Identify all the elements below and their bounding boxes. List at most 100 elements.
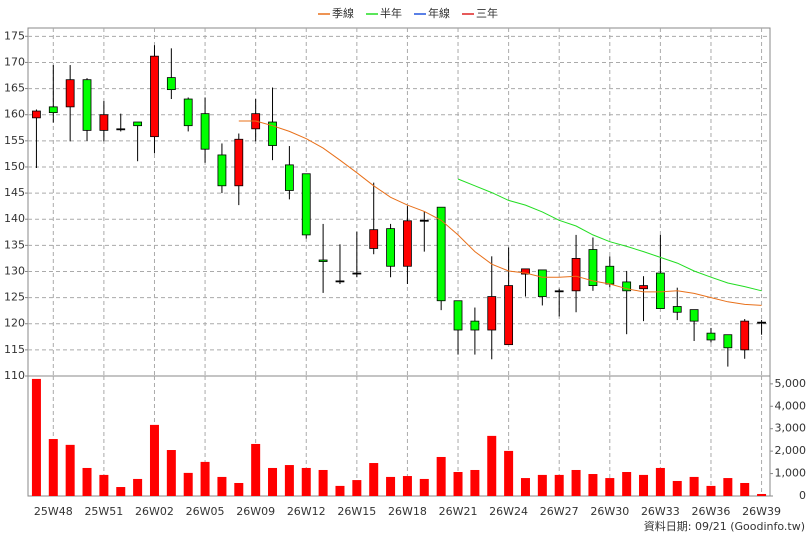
candle-body (32, 110, 41, 119)
volume-bar (453, 472, 463, 496)
y-tick-label: 155 (4, 134, 25, 147)
candle-body (335, 280, 345, 283)
y-tick-label: 170 (4, 55, 25, 68)
legend-label: 半年 (380, 6, 402, 20)
candle-body (403, 220, 412, 267)
ma-line (238, 120, 762, 306)
volume-bar (554, 474, 564, 496)
candle-body (268, 121, 277, 146)
x-tick-label: 25W51 (84, 505, 123, 518)
x-tick-label: 26W36 (692, 505, 731, 518)
volume-bar (166, 450, 176, 496)
x-tick-label: 26W39 (742, 505, 781, 518)
candle-body (470, 320, 480, 331)
candle-body (453, 300, 463, 331)
candle-body (757, 321, 766, 324)
volume-bar (217, 476, 227, 496)
candle-body (622, 281, 632, 292)
candle-body (369, 229, 379, 249)
volume-bar (402, 476, 412, 496)
volume-bar (82, 467, 92, 496)
candle-body (689, 309, 699, 322)
candle-body (487, 296, 497, 331)
volume-bar (723, 478, 733, 496)
y-tick-label: 135 (4, 238, 25, 251)
volume-bar (48, 439, 58, 496)
x-tick-label: 25W48 (34, 505, 73, 518)
volume-bar (436, 456, 446, 496)
y2-tick-label: 0 (799, 489, 806, 502)
candle-body (99, 114, 109, 131)
candle-body (352, 272, 362, 275)
candle-body (217, 154, 227, 187)
candle-body (504, 285, 514, 346)
volume-bar (605, 478, 615, 496)
volume-bar (537, 474, 547, 496)
candle-body (740, 320, 750, 351)
volume-bar (757, 493, 767, 496)
volume-bar (335, 485, 345, 496)
candle-body (639, 285, 648, 290)
candle-body (655, 272, 665, 309)
volume-bar (622, 472, 632, 496)
y-tick-label: 150 (4, 160, 25, 173)
y2-tick-label: 5,000 (775, 377, 807, 390)
y2-tick-label: 2,000 (775, 444, 807, 457)
volume-bar (655, 467, 665, 496)
volume-bar (284, 465, 294, 496)
y2-tick-label: 3,000 (775, 422, 807, 435)
volume-bar (487, 435, 497, 496)
y-tick-label: 125 (4, 291, 25, 304)
volume-bar (99, 474, 109, 496)
candle-body (183, 98, 193, 127)
volume-bar (301, 467, 311, 496)
candle-body (82, 79, 92, 131)
y-tick-label: 130 (4, 264, 25, 277)
x-tick-label: 26W27 (540, 505, 579, 518)
x-tick-label: 26W30 (590, 505, 629, 518)
volume-bar (31, 378, 41, 496)
candle-body (588, 249, 598, 286)
y-tick-label: 140 (4, 212, 25, 225)
y2-tick-label: 1,000 (775, 467, 807, 480)
x-tick-label: 26W09 (236, 505, 275, 518)
volume-bar (740, 482, 750, 496)
volume-bar (234, 482, 244, 496)
volume-bar (251, 443, 261, 496)
plot-frame (27, 27, 771, 497)
candle-body (419, 219, 429, 222)
ma-line (457, 178, 762, 292)
candle-body (436, 206, 446, 302)
candle-body (605, 265, 615, 285)
volume-bar (369, 463, 379, 496)
candle-body (48, 106, 58, 114)
candle-body (554, 290, 564, 293)
candle-body (723, 334, 733, 349)
volume-bar (504, 450, 514, 496)
candle-body (571, 258, 581, 292)
candle-body (166, 77, 176, 91)
y-tick-label: 160 (4, 108, 25, 121)
volume-bar (689, 476, 699, 496)
y-tick-label: 145 (4, 186, 25, 199)
candle-body (133, 121, 143, 127)
volume-bar (200, 461, 210, 496)
candle-body (301, 173, 311, 236)
legend-label: 三年 (476, 6, 498, 20)
volume-bar (268, 467, 278, 496)
x-tick-label: 26W18 (388, 505, 427, 518)
volume-bar (470, 469, 480, 496)
y-tick-label: 120 (4, 317, 25, 330)
x-tick-label: 26W15 (337, 505, 376, 518)
x-tick-label: 26W05 (186, 505, 225, 518)
legend-label: 季線 (332, 6, 354, 20)
candle-body (200, 113, 210, 150)
candle-body (65, 79, 75, 108)
candle-body (150, 55, 159, 138)
candle-body (234, 138, 244, 187)
volume-bar (65, 444, 75, 496)
volume-bar (352, 480, 362, 496)
volume-bar (419, 478, 429, 496)
volume-bar (149, 424, 159, 496)
